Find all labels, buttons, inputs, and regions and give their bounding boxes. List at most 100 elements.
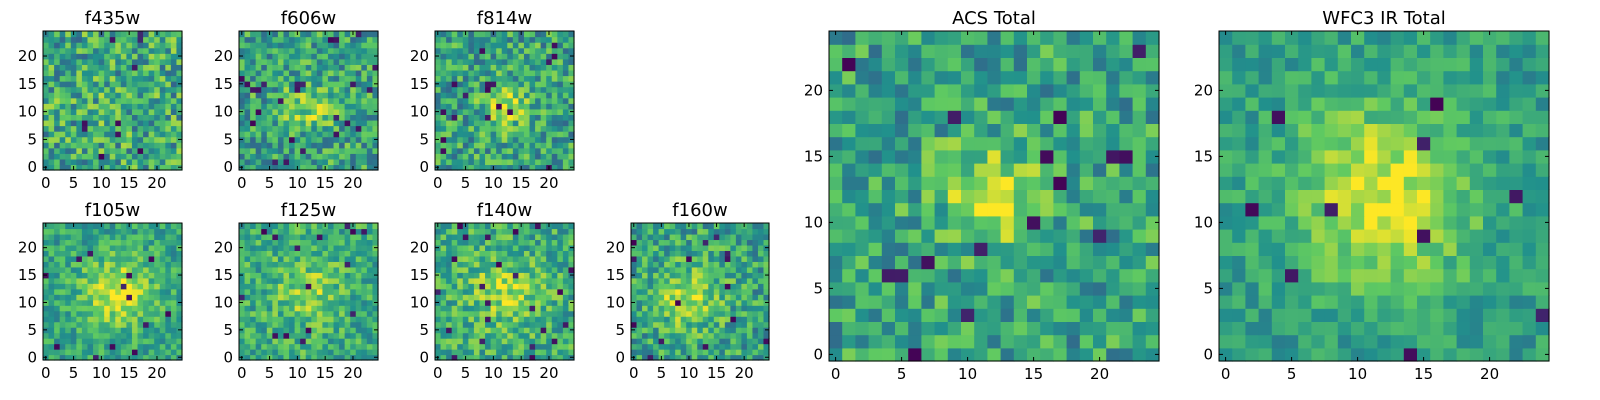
heatmap-cell [350, 69, 357, 77]
heatmap-cell [881, 163, 896, 177]
heatmap-cell [350, 261, 357, 268]
heatmap-cell [568, 223, 575, 230]
heatmap-cell [54, 343, 61, 350]
heatmap-cell [366, 164, 374, 171]
heatmap-cell [272, 233, 279, 241]
heatmap-cell [1093, 281, 1107, 296]
heatmap-cell [148, 103, 155, 110]
heatmap-cell [143, 239, 150, 246]
heatmap-cell [261, 305, 268, 312]
heatmap-cell [322, 332, 329, 339]
heatmap-cell [322, 305, 329, 312]
heatmap-cell [305, 142, 312, 149]
heatmap-cell [669, 321, 676, 328]
heatmap-cell [272, 153, 279, 160]
heatmap-cell [261, 42, 268, 49]
heatmap-cell [115, 53, 122, 60]
heatmap-cell [76, 283, 83, 290]
heatmap-cell [462, 153, 469, 160]
heatmap-cell [316, 266, 323, 273]
heatmap-cell [730, 255, 737, 262]
heatmap-cell [266, 142, 273, 149]
heatmap-cell [496, 327, 503, 334]
heatmap-cell [137, 92, 144, 99]
heatmap-cell [529, 223, 536, 230]
heatmap-cell [708, 266, 715, 273]
heatmap-cell [131, 343, 139, 350]
heatmap-cell [98, 228, 105, 235]
heatmap-cell [496, 125, 503, 132]
heatmap-cell [540, 261, 547, 268]
heatmap-cell [1066, 281, 1081, 296]
heatmap-cell [462, 69, 469, 77]
heatmap-cell [300, 114, 307, 121]
heatmap-cell [261, 233, 268, 241]
heatmap-cell [730, 233, 737, 241]
heatmap-cell [895, 255, 909, 270]
heatmap-cell [70, 86, 77, 93]
heatmap-cell [305, 305, 312, 312]
heatmap-cell [93, 294, 100, 301]
heatmap-cell [322, 255, 329, 262]
heatmap-cell [93, 233, 100, 241]
heatmap-cell [457, 103, 464, 110]
heatmap-cell [339, 58, 346, 65]
heatmap-cell [664, 299, 671, 306]
heatmap-cell [446, 321, 453, 328]
heatmap-cell [311, 316, 318, 323]
heatmap-cell [305, 228, 312, 235]
heatmap-cell [551, 164, 558, 171]
heatmap-cell [473, 266, 481, 273]
heatmap-cell [109, 81, 116, 88]
heatmap-cell [333, 42, 340, 49]
heatmap-cell [350, 147, 357, 154]
heatmap-cell [154, 142, 161, 149]
heatmap-cell [557, 42, 564, 49]
heatmap-cell [518, 53, 525, 60]
heatmap-cell [366, 31, 374, 38]
x-tick-label: 10 [484, 364, 503, 382]
heatmap-cell [244, 228, 251, 235]
heatmap-cell [947, 242, 962, 256]
heatmap-cell [540, 119, 547, 127]
heatmap-cell [653, 239, 660, 246]
heatmap-cell [473, 75, 481, 82]
heatmap-cell [568, 305, 575, 312]
heatmap-cell [165, 266, 172, 273]
heatmap-cell [763, 233, 770, 241]
heatmap-cell [76, 31, 83, 38]
heatmap-cell [244, 108, 251, 115]
heatmap-cell [350, 327, 357, 334]
heatmap-cell [300, 81, 307, 88]
heatmap-cell [54, 239, 61, 246]
heatmap-cell [54, 125, 61, 132]
heatmap-cell [372, 64, 379, 71]
heatmap-cell [921, 176, 936, 190]
heatmap-cell [76, 244, 83, 251]
heatmap-cell [1093, 229, 1107, 243]
heatmap-cell [250, 97, 257, 104]
heatmap-cell [327, 53, 335, 60]
heatmap-cell [557, 136, 564, 143]
heatmap-cell [154, 53, 161, 60]
heatmap-cell [48, 288, 55, 295]
heatmap-cell [708, 223, 715, 230]
heatmap-cell [115, 354, 122, 361]
heatmap-cell [1066, 189, 1081, 204]
heatmap-cell [98, 142, 105, 149]
heatmap-cell [1000, 176, 1015, 190]
heatmap-cell [653, 223, 660, 230]
heatmap-cell [512, 114, 519, 121]
heatmap-cell [322, 283, 329, 290]
heatmap-cell [115, 97, 122, 104]
heatmap-cell [43, 283, 50, 290]
heatmap-cell [468, 42, 475, 49]
heatmap-cell [735, 223, 742, 230]
heatmap-cell [974, 268, 988, 283]
heatmap-cell [562, 92, 570, 99]
heatmap-cell [165, 349, 172, 356]
heatmap-cell [518, 255, 525, 262]
heatmap-cell [54, 136, 61, 143]
heatmap-cell [250, 69, 257, 77]
heatmap-cell [446, 255, 453, 262]
